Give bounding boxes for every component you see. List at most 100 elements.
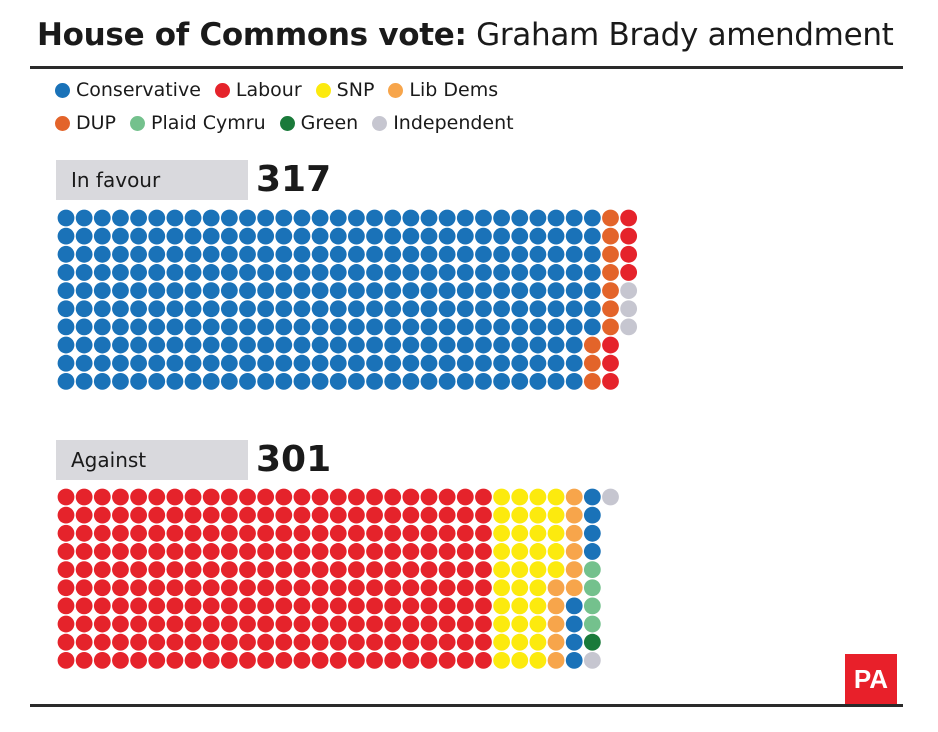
- seat-dot-conservative: [329, 245, 347, 263]
- seat-dot-snp: [547, 506, 565, 524]
- in-favour-count: 317: [256, 159, 332, 200]
- seat-dot-conservative: [93, 209, 111, 227]
- seat-dot-labour: [130, 506, 148, 524]
- seat-dot-labour: [75, 651, 93, 669]
- seat-dot-labour: [220, 506, 238, 524]
- seat-dot-snp: [547, 561, 565, 578]
- legend-row-1: Conservative Labour SNP Lib Dems: [55, 79, 512, 101]
- seat-dot-conservative: [329, 209, 347, 227]
- seat-dot-labour: [329, 524, 347, 542]
- seat-dot-conservative: [475, 300, 492, 318]
- seat-dot-conservative: [220, 282, 238, 299]
- seat-dot-labour: [202, 597, 220, 615]
- seat-dot-labour: [275, 597, 293, 615]
- seat-dot-labour: [348, 579, 365, 597]
- seat-dot-conservative: [565, 651, 583, 669]
- seat-dot-labour: [257, 597, 275, 615]
- seat-dot-labour: [112, 543, 129, 560]
- seat-dot-conservative: [384, 336, 402, 354]
- seat-dot-conservative: [348, 300, 365, 318]
- seat-dot-labour: [366, 633, 383, 651]
- seat-dot-conservative: [475, 282, 492, 299]
- seat-dot-labour: [75, 579, 93, 597]
- seat-dot-labour: [130, 633, 148, 651]
- seat-dot-snp: [511, 543, 529, 560]
- seat-dot-conservative: [184, 245, 202, 263]
- seat-dot-labour: [239, 524, 256, 542]
- seat-dot-conservative: [57, 318, 75, 336]
- seat-dot-lib-dems: [565, 561, 583, 578]
- seat-dot-labour: [620, 209, 638, 227]
- seat-dot-conservative: [565, 633, 583, 651]
- seat-dot-labour: [384, 597, 402, 615]
- seat-dot-conservative: [366, 282, 383, 299]
- snp-dot-icon: [315, 82, 331, 98]
- seat-dot-labour: [275, 651, 293, 669]
- seat-dot-conservative: [583, 300, 601, 318]
- seat-dot-labour: [75, 597, 93, 615]
- legend-item-plaid-cymru: Plaid Cymru: [130, 112, 266, 134]
- seat-dot-labour: [239, 506, 256, 524]
- lib-dems-dot-icon: [388, 82, 404, 98]
- seat-dot-labour: [348, 633, 365, 651]
- seat-dot-conservative: [311, 354, 329, 372]
- seat-dot-conservative: [547, 245, 565, 263]
- seat-dot-labour: [93, 543, 111, 560]
- seat-dot-labour: [275, 524, 293, 542]
- seat-dot-labour: [311, 615, 329, 633]
- seat-dot-labour: [438, 579, 456, 597]
- seat-dot-conservative: [420, 245, 438, 263]
- seat-dot-labour: [402, 633, 420, 651]
- seat-dot-snp: [529, 543, 547, 560]
- seat-dot-labour: [475, 561, 492, 578]
- seat-dot-labour: [148, 615, 166, 633]
- seat-dot-lib-dems: [547, 597, 565, 615]
- seat-dot-conservative: [112, 318, 129, 336]
- seat-dot-conservative: [529, 282, 547, 299]
- seat-dot-labour: [220, 579, 238, 597]
- seat-dot-conservative: [220, 227, 238, 245]
- seat-dot-labour: [220, 633, 238, 651]
- seat-dot-labour: [93, 633, 111, 651]
- seat-dot-conservative: [220, 372, 238, 390]
- seat-dot-conservative: [583, 282, 601, 299]
- seat-dot-conservative: [475, 264, 492, 281]
- seat-dot-labour: [456, 524, 474, 542]
- seat-dot-labour: [75, 561, 93, 578]
- seat-dot-conservative: [329, 318, 347, 336]
- seat-dot-labour: [275, 633, 293, 651]
- seat-dot-lib-dems: [565, 524, 583, 542]
- seat-dot-conservative: [348, 209, 365, 227]
- seat-dot-conservative: [75, 282, 93, 299]
- seat-dot-lib-dems: [565, 543, 583, 560]
- seat-dot-labour: [202, 543, 220, 560]
- seat-dot-labour: [293, 615, 311, 633]
- seat-dot-conservative: [257, 336, 275, 354]
- waffle-group-in-favour: [57, 209, 638, 390]
- legend-row-2: DUP Plaid Cymru Green Independent: [55, 112, 528, 134]
- seat-dot-conservative: [348, 227, 365, 245]
- seat-dot-conservative: [93, 227, 111, 245]
- seat-dot-labour: [366, 524, 383, 542]
- seat-dot-labour: [348, 488, 365, 506]
- seat-dot-conservative: [148, 354, 166, 372]
- seat-dot-conservative: [57, 354, 75, 372]
- seat-dot-labour: [602, 354, 619, 372]
- seat-dot-labour: [130, 579, 148, 597]
- seat-dot-labour: [239, 543, 256, 560]
- seat-dot-conservative: [565, 227, 583, 245]
- seat-dot-labour: [438, 561, 456, 578]
- seat-dot-labour: [93, 651, 111, 669]
- seat-dot-conservative: [456, 372, 474, 390]
- seat-dot-conservative: [348, 245, 365, 263]
- seat-dot-conservative: [583, 245, 601, 263]
- seat-dot-labour: [329, 543, 347, 560]
- seat-dot-labour: [93, 561, 111, 578]
- seat-dot-conservative: [257, 264, 275, 281]
- seat-dot-labour: [311, 543, 329, 560]
- seat-dot-conservative: [402, 264, 420, 281]
- seat-dot-conservative: [384, 318, 402, 336]
- seat-dot-labour: [57, 488, 75, 506]
- seat-dot-labour: [239, 579, 256, 597]
- seat-dot-lib-dems: [565, 488, 583, 506]
